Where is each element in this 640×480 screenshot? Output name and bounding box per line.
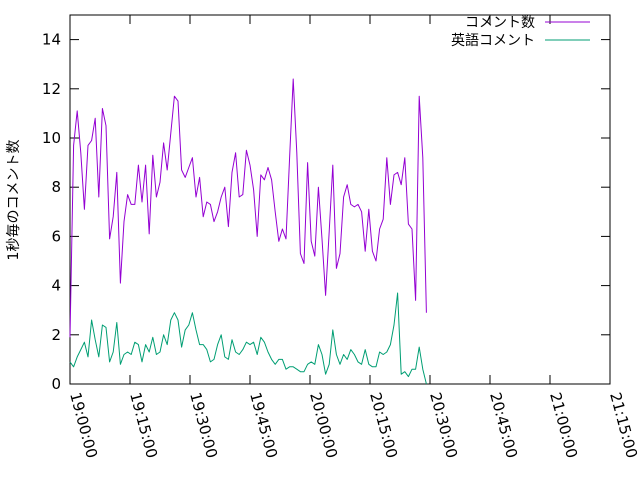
- y-axis: 0 2 4 6 8 10 12 14: [42, 31, 610, 393]
- x-axis: 19:00:00 19:15:00 19:30:00 19:45:00 20:00:00…: [66, 15, 640, 460]
- y-tick-label: 6: [51, 227, 61, 245]
- legend-label: 英語コメント: [451, 32, 535, 49]
- x-tick-label: 19:00:00: [66, 390, 101, 460]
- y-tick-label: 4: [51, 277, 61, 295]
- x-tick-label: 20:00:00: [306, 390, 341, 460]
- y-tick-label: 0: [51, 375, 61, 393]
- x-tick-label: 20:45:00: [486, 390, 521, 460]
- x-tick-label: 20:15:00: [366, 390, 401, 460]
- x-tick-label: 20:30:00: [426, 390, 461, 460]
- y-tick-label: 2: [51, 326, 61, 344]
- x-tick-label: 19:30:00: [186, 390, 221, 460]
- y-tick-label: 12: [42, 80, 61, 98]
- x-tick-label: 21:15:00: [606, 390, 640, 460]
- y-tick-label: 8: [51, 178, 61, 196]
- y-tick-label: 10: [42, 129, 61, 147]
- legend-label: コメント数: [465, 15, 535, 31]
- x-tick-label: 19:15:00: [126, 390, 161, 460]
- plot-frame: [69, 14, 611, 385]
- x-tick-label: 21:00:00: [546, 390, 581, 460]
- series-line-0: [69, 78, 427, 338]
- y-tick-label: 14: [42, 31, 61, 49]
- y-axis-label: 1秒毎のコメント数: [6, 140, 22, 261]
- series-line-1: [69, 292, 427, 385]
- x-tick-label: 19:45:00: [246, 390, 281, 460]
- series-layer: [69, 78, 427, 385]
